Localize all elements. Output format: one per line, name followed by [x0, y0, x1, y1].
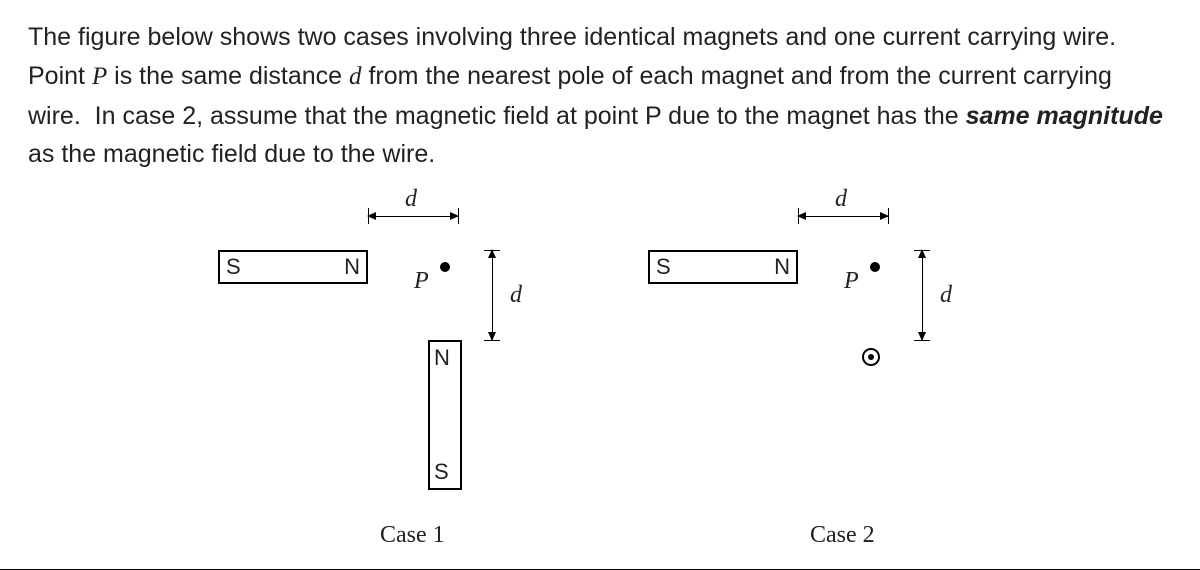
case1-dim-h-label: d	[405, 186, 417, 213]
case2-wire-symbol	[862, 348, 880, 366]
case1-v-magnet-top-pole: N	[434, 345, 450, 371]
case1-point-p-dot	[440, 262, 450, 272]
case1-h-magnet-left-pole: S	[226, 254, 241, 280]
case2-caption: Case 2	[810, 522, 875, 549]
case2-h-magnet-left-pole: S	[656, 254, 671, 280]
case1-vertical-magnet: N S	[428, 340, 462, 490]
case1-dim-h-line	[368, 216, 458, 217]
case2-horizontal-magnet: S N	[648, 250, 798, 284]
case2-h-magnet-right-pole: N	[774, 254, 790, 280]
case2-point-p-label: P	[844, 268, 859, 295]
diagram: S N N S P d d Case 1 S N	[0, 200, 1200, 560]
case1-h-magnet-right-pole: N	[344, 254, 360, 280]
case1-caption: Case 1	[380, 522, 445, 549]
case2-dim-v-label: d	[940, 282, 952, 309]
case2-dim-h-label: d	[835, 186, 847, 213]
case2-dim-h-line	[798, 216, 888, 217]
case1-point-p-label: P	[414, 268, 429, 295]
case1-v-magnet-bottom-pole: S	[434, 459, 449, 485]
case2-dim-v-line	[922, 250, 923, 340]
case1-horizontal-magnet: S N	[218, 250, 368, 284]
case2-dim-v-tick-bottom	[914, 340, 930, 341]
case1-dim-v-tick-bottom	[484, 340, 500, 341]
case2-point-p-dot	[870, 262, 880, 272]
case1-dim-v-label: d	[510, 282, 522, 309]
dot-icon	[868, 354, 874, 360]
case2-dim-h-tick-right	[888, 208, 889, 224]
page: The figure below shows two cases involvi…	[0, 0, 1200, 570]
prompt-text: The figure below shows two cases involvi…	[28, 18, 1172, 174]
case1-dim-h-tick-right	[458, 208, 459, 224]
case1-dim-v-line	[492, 250, 493, 340]
